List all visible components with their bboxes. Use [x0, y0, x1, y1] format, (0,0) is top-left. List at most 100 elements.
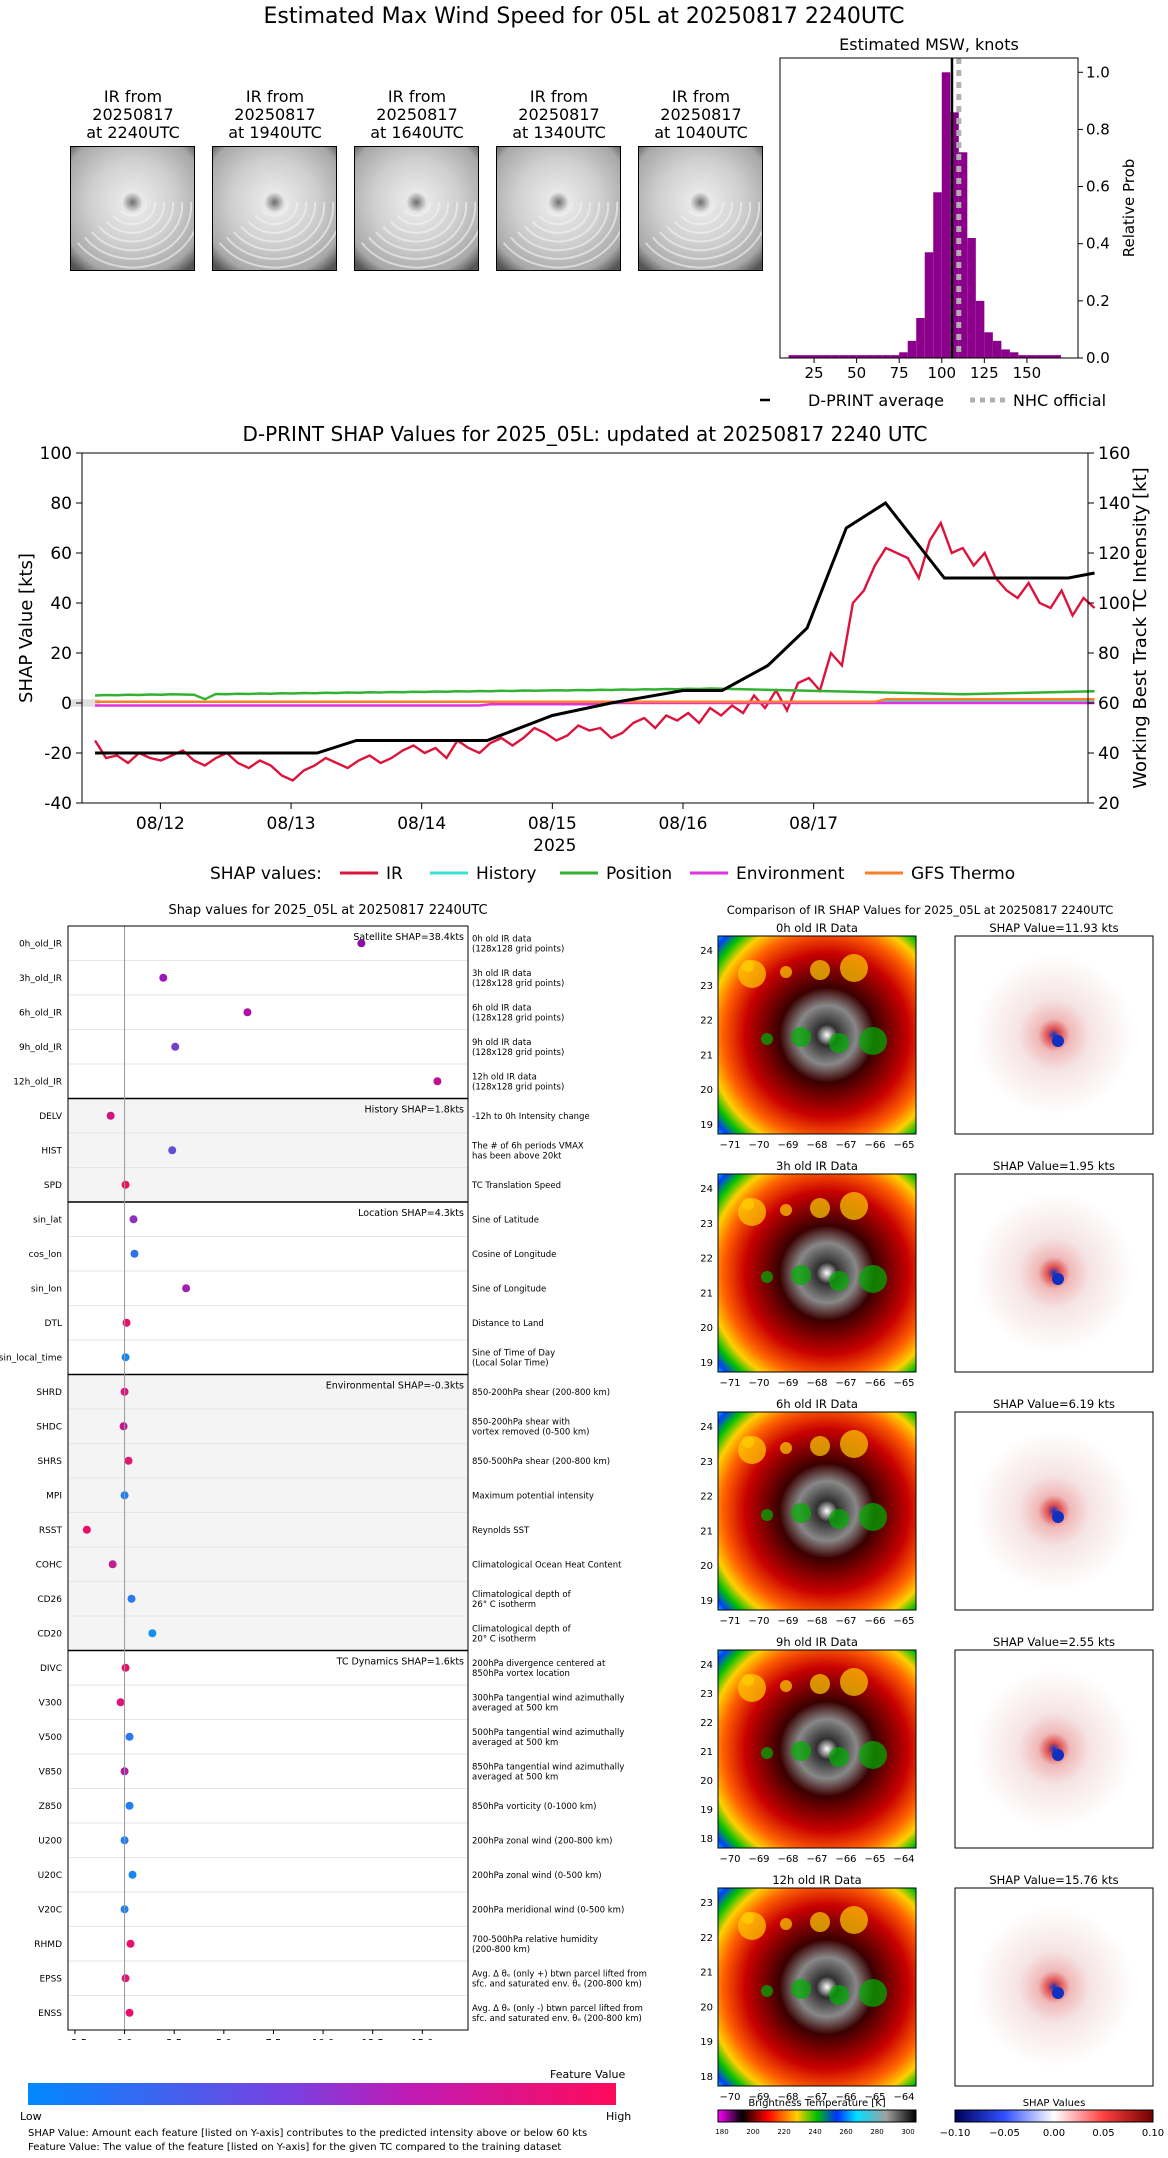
ir-cloud-blob: [829, 1509, 849, 1529]
histogram-bar: [848, 355, 857, 358]
ir-ytick-label: 20: [700, 2002, 713, 2013]
feature-desc: 200hPa meridional wind (0-500 km): [472, 1905, 624, 1915]
feature-name: COHC: [36, 1560, 62, 1570]
spiral-band: [226, 201, 335, 260]
ir-ytick-label: 23: [700, 1219, 713, 1230]
feature-name: V300: [39, 1698, 63, 1708]
timeseries-xtick-label: 08/12: [136, 814, 185, 834]
ir-ytick-label: 21: [700, 1526, 713, 1537]
ir-ytick-label: 18: [700, 1834, 713, 1845]
ir-thumbnail-fill: [213, 147, 336, 270]
feature-value-low: Low: [20, 2110, 42, 2123]
ir-xtick-label: −70: [719, 2092, 740, 2103]
ir-ytick-label: 23: [700, 1898, 713, 1909]
spiral-band: [644, 229, 762, 269]
ir-thumbnail: [638, 146, 763, 271]
shap-core: [1052, 1035, 1064, 1047]
ir-panel-title: 3h old IR Data: [776, 1159, 858, 1173]
histogram-bar: [899, 352, 908, 358]
zero-band: [70, 699, 100, 707]
timeseries-ytick-right-label: 20: [1098, 794, 1120, 814]
main-title: Estimated Max Wind Speed for 05L at 2025…: [263, 4, 905, 29]
timeseries-ytick-label: 40: [50, 594, 72, 614]
feature-point: [126, 1939, 135, 1948]
ir-thumbnail: [70, 146, 195, 271]
ir-cloud-blob: [829, 1033, 849, 1053]
spiral-band: [510, 201, 619, 260]
bt-colorbar-label: Brightness Temperature [K]: [748, 2098, 885, 2109]
thumbnail-label-line: 20250817: [660, 105, 742, 124]
timeseries-xtick-label: 08/13: [267, 814, 316, 834]
ir-cloud-blob: [859, 1741, 887, 1769]
feature-point: [125, 1801, 134, 1810]
histogram-bar: [873, 355, 883, 358]
histogram-bar: [907, 340, 917, 358]
scatter-xtick-label: 2.5: [166, 2038, 182, 2040]
scatter-xtick-label: −2.5: [63, 2038, 87, 2040]
ir-cloud-blob: [761, 1033, 773, 1045]
ir-ytick-label: 19: [700, 1120, 713, 1131]
histogram-bar: [839, 355, 849, 358]
bt-tick-label: 220: [777, 2128, 790, 2136]
thumbnail-label-line: 20250817: [234, 105, 316, 124]
feature-name: 12h_old_IR: [13, 1077, 62, 1087]
spiral-band: [120, 201, 148, 217]
feature-point: [129, 1215, 138, 1224]
feature-desc: 850-200hPa shear (200-800 km): [472, 1388, 610, 1398]
shap-panel-frame: [954, 1411, 1154, 1611]
timeseries-ytick-label: -20: [44, 744, 72, 764]
ir-xtick-label: −65: [893, 1378, 914, 1389]
ir-ytick-label: 24: [700, 1660, 713, 1671]
feature-name: DTL: [45, 1319, 62, 1329]
ir-ytick-label: 20: [700, 1085, 713, 1096]
histogram-bar: [933, 192, 942, 358]
feature-name: RHMD: [34, 1940, 62, 1950]
ir-cloud-blob: [829, 1271, 849, 1291]
feature-desc: 850hPa tangential wind azimuthally: [472, 1762, 624, 1772]
bt-tick-label: 240: [808, 2128, 821, 2136]
feature-desc: 12h old IR data: [472, 1072, 537, 1082]
shap-core: [1052, 1511, 1064, 1523]
feature-desc: sfc. and saturated env. θₑ (200-800 km): [472, 1979, 642, 1989]
shap-panel-frame: [954, 1887, 1154, 2087]
feature-name: V20C: [38, 1905, 62, 1915]
ir-xtick-label: −64: [893, 2092, 914, 2103]
ir-xtick-label: −71: [719, 1616, 740, 1627]
feature-desc: has been above 20kt: [472, 1151, 562, 1161]
feature-point: [121, 1974, 130, 1983]
spiral-band: [666, 201, 743, 243]
ir-ytick-label: 23: [700, 981, 713, 992]
timeseries-ylabel: SHAP Value [kts]: [16, 553, 37, 703]
feature-desc: (128x128 grid points): [472, 979, 564, 989]
ir-cloud-blob: [738, 1912, 766, 1940]
histogram-bar: [1001, 349, 1010, 358]
feature-point: [148, 1629, 157, 1638]
ir-xtick-label: −68: [777, 2092, 798, 2103]
ir-ytick-label: 24: [700, 1422, 713, 1433]
spiral-band: [673, 201, 734, 234]
series-line-environment: [95, 701, 1095, 707]
ir-xtick-label: −65: [893, 1140, 914, 1151]
ir-xtick-label: −65: [864, 2092, 885, 2103]
feature-value-title: Feature Value: [550, 2068, 626, 2081]
spiral-band: [240, 201, 317, 243]
histogram-title: Estimated MSW, knots: [839, 35, 1019, 54]
shap-panel-title: SHAP Value=11.93 kts: [989, 921, 1118, 935]
feature-desc: vortex removed (0-500 km): [472, 1427, 589, 1437]
feature-desc: Climatological depth of: [472, 1624, 572, 1634]
histogram-bar: [856, 355, 866, 358]
thumbnail-label: IR from 20250817 at 1040UTC: [636, 88, 766, 142]
timeseries-ytick-right-label: 80: [1098, 644, 1120, 664]
ir-ytick-label: 18: [700, 2072, 713, 2083]
feature-point: [116, 1698, 125, 1707]
feature-point: [130, 1249, 139, 1258]
ir-thumbnail: [496, 146, 621, 271]
ir-cloud-blob: [840, 1192, 868, 1220]
feature-point: [357, 939, 366, 948]
spiral-band: [396, 201, 441, 226]
spiral-band: [680, 201, 725, 226]
feature-name: sin_lat: [33, 1215, 62, 1225]
feature-point: [182, 1284, 191, 1293]
ir-cloud-blob: [780, 1204, 792, 1216]
ir-xtick-label: −67: [806, 1854, 827, 1865]
